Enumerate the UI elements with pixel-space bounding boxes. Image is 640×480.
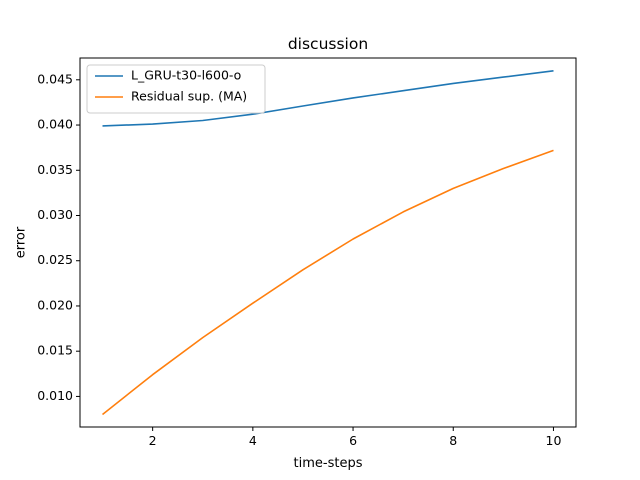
y-tick-label: 0.010 (37, 388, 73, 403)
legend: L_GRU-t30-l600-o Residual sup. (MA) (86, 64, 266, 114)
y-tick-label: 0.020 (37, 297, 73, 312)
series-lines (102, 70, 554, 416)
series-line-1 (102, 70, 554, 127)
y-tick-label: 0.045 (37, 71, 73, 86)
y-tick-label: 0.040 (37, 117, 73, 132)
y-tick-label: 0.025 (37, 252, 73, 267)
y-axis-ticks: 0.010 0.015 0.020 0.025 0.030 0.035 0.040 0.045 (37, 71, 80, 403)
plot-frame (79, 57, 577, 428)
legend-label-2: Residual sup. (MA) (131, 89, 247, 104)
x-axis-ticks: 2 4 6 8 10 (149, 427, 562, 448)
y-axis-label: error (14, 226, 29, 258)
x-tick-label: 6 (349, 433, 357, 448)
y-tick-label: 0.035 (37, 162, 73, 177)
plot-area (79, 57, 577, 428)
y-tick-label: 0.030 (37, 207, 73, 222)
x-tick-label: 10 (546, 433, 562, 448)
legend-label-1: L_GRU-t30-l600-o (131, 68, 241, 83)
x-tick-label: 8 (449, 433, 457, 448)
x-tick-label: 2 (149, 433, 157, 448)
x-axis-label: time-steps (294, 456, 363, 471)
chart-title: discussion (288, 35, 368, 53)
series-line-2 (102, 149, 554, 416)
y-tick-label: 0.015 (37, 343, 73, 358)
x-tick-label: 4 (249, 433, 257, 448)
legend-box (86, 64, 266, 114)
